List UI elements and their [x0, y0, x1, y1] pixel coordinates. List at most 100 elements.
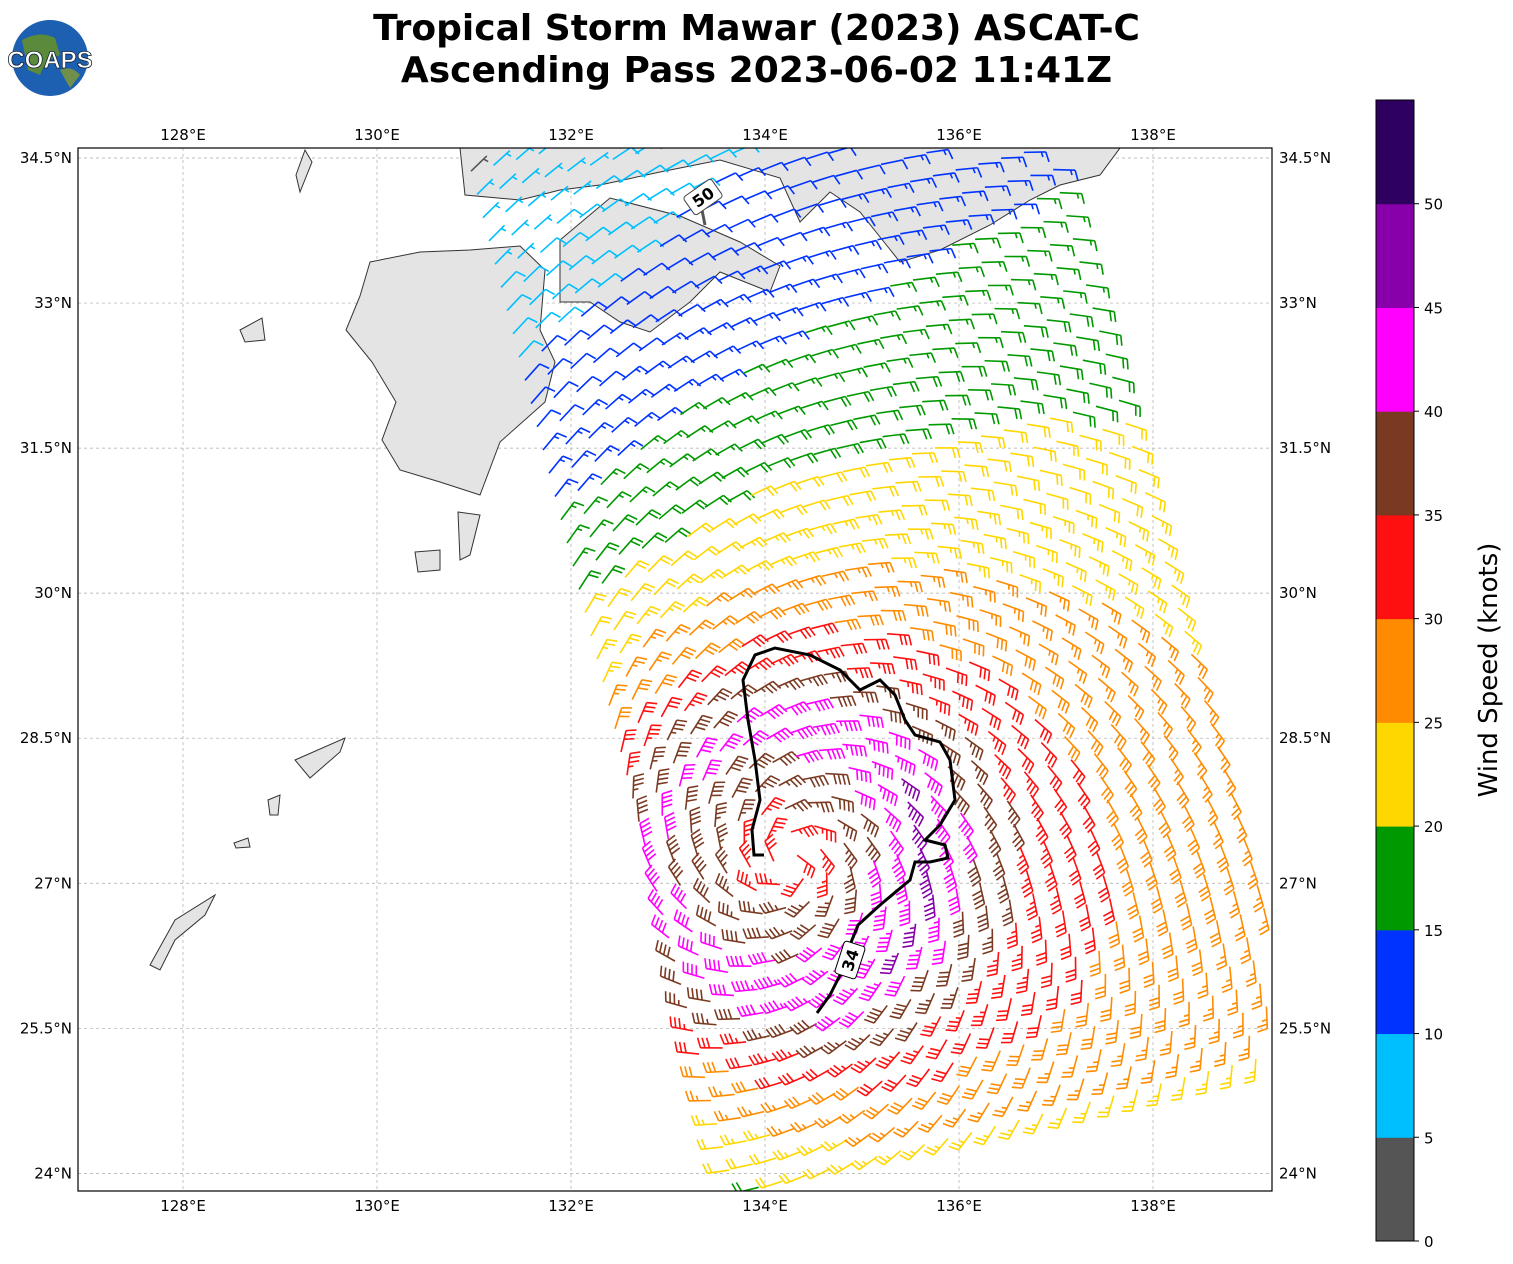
wind-barb: [964, 464, 990, 478]
wind-barb: [505, 196, 524, 213]
wind-barb: [1047, 1107, 1068, 1129]
wind-barb: [712, 615, 739, 630]
wind-barb: [806, 151, 835, 162]
wind-barb: [1108, 625, 1128, 649]
wind-barb: [742, 1029, 770, 1042]
wind-barb: [1258, 908, 1270, 936]
wind-barb: [1075, 509, 1098, 529]
colorbar-tick-label: 50: [1424, 196, 1443, 214]
wind-barb: [790, 1121, 818, 1133]
wind-barb: [957, 441, 984, 454]
wind-barb: [664, 527, 691, 543]
wind-barb: [835, 169, 864, 180]
wind-barb: [857, 614, 884, 626]
wind-barb: [1097, 875, 1111, 903]
wind-barb: [746, 288, 775, 299]
wind-barb: [470, 155, 489, 172]
wind-barb: [1043, 394, 1068, 410]
contour-label-50: 50: [683, 178, 723, 216]
wind-barb: [1121, 869, 1135, 897]
wind-barb: [853, 691, 879, 703]
wind-barb: [883, 807, 902, 833]
wind-barb: [1105, 527, 1127, 548]
wind-barb: [900, 229, 928, 241]
wind-barb: [688, 619, 715, 636]
wind-barb: [1025, 597, 1048, 617]
wind-barb: [1088, 556, 1110, 577]
lon-tick-label: 132°E: [548, 126, 594, 144]
wind-barb: [771, 1049, 800, 1062]
wind-barb: [977, 510, 1002, 526]
wind-barb: [888, 830, 904, 858]
wind-barb: [796, 475, 825, 488]
wind-barb: [962, 190, 989, 202]
lon-tick-label: 130°E: [354, 1197, 400, 1215]
wind-barb: [923, 1137, 949, 1156]
wind-barb: [1153, 787, 1166, 815]
wind-barb: [1036, 544, 1058, 564]
wind-barb: [679, 1066, 706, 1079]
wind-barb: [761, 433, 790, 445]
lon-tick-label: 128°E: [160, 126, 206, 144]
wind-barb: [1049, 887, 1063, 915]
wind-barb: [698, 471, 726, 485]
wind-barb: [577, 473, 603, 492]
wind-barb: [919, 300, 947, 311]
wind-barb: [903, 603, 929, 617]
wind-barb: [786, 255, 814, 265]
wind-barb: [758, 606, 787, 620]
wind-barb: [789, 179, 818, 190]
wind-barb: [1173, 978, 1185, 1005]
wind-barb: [572, 547, 596, 567]
wind-barb: [1174, 880, 1188, 908]
wind-barb: [596, 638, 618, 660]
wind-barb: [1244, 1058, 1257, 1084]
wind-barb: [1014, 203, 1041, 215]
wind-barb: [1116, 1066, 1132, 1090]
wind-barb: [858, 164, 886, 175]
lat-tick-label: 28.5°N: [1279, 729, 1331, 747]
wind-barb: [695, 904, 717, 927]
wind-barb: [883, 258, 911, 269]
wind-barb: [1245, 960, 1257, 988]
wind-barb: [838, 1109, 866, 1124]
wind-barb: [882, 708, 906, 725]
wind-barb: [819, 1040, 847, 1055]
wind-barb: [828, 594, 856, 607]
wind-barb: [1239, 937, 1252, 965]
wind-barb: [860, 263, 889, 274]
colorbar-segment: [1376, 618, 1414, 723]
lat-tick-label: 25.5°N: [1279, 1019, 1331, 1037]
colorbar-segment: [1376, 514, 1414, 620]
wind-barb: [1000, 1021, 1019, 1044]
wind-barb: [867, 286, 895, 298]
wind-barb: [817, 918, 840, 939]
wind-barb: [1060, 933, 1072, 961]
lat-tick-label: 30°N: [1279, 584, 1317, 602]
wind-barb: [1121, 497, 1144, 518]
wind-barb: [673, 909, 693, 933]
wind-barb: [644, 864, 660, 892]
tanegashima-island: [457, 511, 481, 561]
wind-barb: [719, 368, 748, 381]
wind-barb: [863, 362, 891, 373]
lat-tick-label: 34.5°N: [1279, 149, 1331, 167]
wind-barb: [583, 496, 609, 515]
wind-barb: [1074, 683, 1093, 709]
wind-barb: [809, 523, 837, 535]
wind-barb: [641, 840, 657, 869]
wind-barb: [996, 579, 1019, 598]
wind-barb: [566, 524, 590, 544]
colorbar-tick-label: 40: [1424, 403, 1443, 421]
wind-barb: [696, 1037, 723, 1049]
wind-barb: [808, 801, 835, 813]
wind-barb: [860, 813, 880, 838]
wind-barb: [588, 421, 614, 439]
wind-barb: [1017, 748, 1035, 774]
wind-barb: [652, 481, 679, 497]
wind-barb: [801, 969, 829, 986]
wind-barb: [916, 650, 940, 666]
wind-barb: [1198, 873, 1211, 902]
wind-barb: [1195, 1071, 1210, 1096]
wind-barb: [879, 952, 900, 975]
